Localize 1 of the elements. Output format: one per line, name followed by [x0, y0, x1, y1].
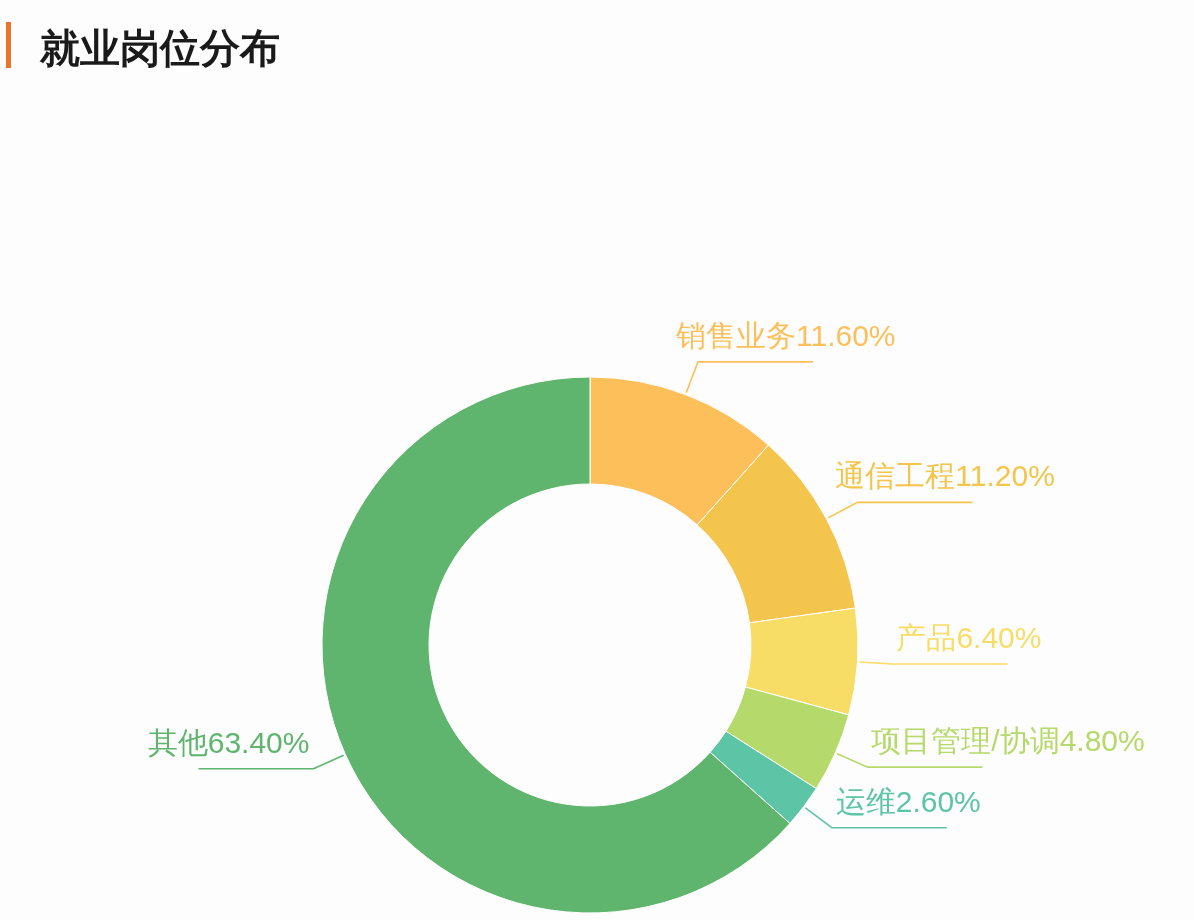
chart-title: 就业岗位分布 — [39, 26, 280, 70]
